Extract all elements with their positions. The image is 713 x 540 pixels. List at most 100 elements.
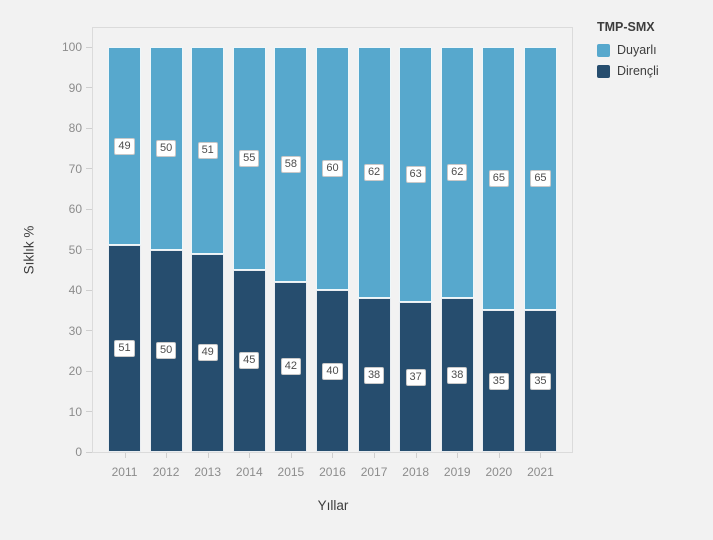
bar-segment-top: 49 bbox=[108, 47, 141, 246]
bar-segment-bottom: 42 bbox=[274, 281, 308, 452]
x-tick-mark bbox=[332, 453, 334, 458]
x-tick-mark bbox=[457, 453, 459, 458]
x-tick-label: 2011 bbox=[111, 465, 138, 479]
x-tick-label: 2021 bbox=[527, 465, 554, 479]
bar-value-label: 42 bbox=[280, 358, 301, 376]
x-tick-mark bbox=[540, 453, 542, 458]
y-tick-label: 10 bbox=[68, 404, 82, 419]
bar-value-label: 45 bbox=[239, 352, 260, 370]
legend: TMP-SMX Duyarlı Dirençli bbox=[597, 20, 659, 85]
bar-value-label: 49 bbox=[114, 137, 135, 155]
x-tick-label: 2019 bbox=[443, 465, 471, 479]
y-tick-mark bbox=[86, 46, 92, 48]
bar-segment-top: 55 bbox=[232, 47, 266, 270]
bar-segment-top: 60 bbox=[315, 47, 349, 290]
y-tick-mark bbox=[86, 87, 92, 88]
legend-item: Dirençli bbox=[597, 64, 659, 78]
plot-area: 49 51 2011 50 50 2012 51 49 2013 55 45 2014 58 42 2015… bbox=[62, 27, 573, 479]
x-tick-label: 2013 bbox=[194, 465, 222, 479]
x-tick-label: 2016 bbox=[319, 465, 346, 479]
legend-item-label: Dirençli bbox=[617, 64, 659, 78]
bar-value-label: 35 bbox=[488, 372, 509, 390]
y-tick-mark bbox=[86, 249, 92, 250]
bar-value-label: 35 bbox=[530, 372, 551, 390]
bar-column: 58 42 2015 bbox=[274, 47, 308, 479]
y-axis-title: Sıklık % bbox=[21, 225, 37, 275]
x-tick-mark bbox=[249, 453, 251, 458]
x-tick-label: 2017 bbox=[360, 465, 388, 479]
bar-value-label: 37 bbox=[405, 368, 426, 386]
bar-value-label: 58 bbox=[280, 155, 301, 173]
bar-segment-top: 58 bbox=[274, 47, 308, 282]
x-axis-title: Yıllar bbox=[317, 498, 349, 513]
bar-value-label: 38 bbox=[447, 366, 468, 384]
y-tick-label: 70 bbox=[68, 161, 82, 176]
bar-segment-bottom: 51 bbox=[108, 245, 141, 452]
x-tick-mark bbox=[166, 453, 168, 458]
bar-column: 65 35 2021 bbox=[523, 47, 557, 479]
bar-segment-bottom: 49 bbox=[191, 253, 225, 452]
bar-value-label: 65 bbox=[530, 170, 551, 188]
y-tick-label: 30 bbox=[68, 323, 82, 338]
bar-column: 51 49 2013 bbox=[191, 47, 225, 479]
x-tick-mark bbox=[415, 453, 417, 458]
y-tick-label: 60 bbox=[68, 202, 82, 216]
bar-segment-bottom: 35 bbox=[482, 310, 516, 452]
legend-title: TMP-SMX bbox=[597, 20, 655, 34]
bar-segment-top: 65 bbox=[523, 47, 557, 311]
bar-value-label: 49 bbox=[197, 344, 218, 362]
bar-column: 62 38 2017 bbox=[357, 47, 391, 479]
x-tick-label: 2012 bbox=[152, 465, 180, 479]
bar-column: 49 51 2011 bbox=[108, 47, 141, 479]
bar-segment-top: 62 bbox=[440, 47, 474, 299]
bar-value-label: 63 bbox=[405, 166, 426, 184]
bar-value-label: 62 bbox=[363, 164, 385, 182]
y-tick-label: 100 bbox=[61, 40, 82, 54]
y-tick-label: 50 bbox=[68, 242, 82, 257]
bar-segment-top: 65 bbox=[482, 47, 516, 311]
x-tick-mark bbox=[124, 453, 126, 458]
bar-value-label: 51 bbox=[114, 340, 135, 358]
x-tick-mark bbox=[374, 453, 376, 458]
bar-segment-bottom: 45 bbox=[232, 269, 266, 452]
y-tick-mark bbox=[86, 370, 92, 372]
legend-item-label: Duyarlı bbox=[617, 43, 657, 57]
y-tick-mark bbox=[86, 208, 92, 210]
bar-segment-bottom: 40 bbox=[315, 290, 349, 452]
x-tick-mark bbox=[290, 453, 292, 458]
y-tick-mark bbox=[86, 330, 92, 331]
y-tick-mark bbox=[86, 289, 92, 291]
bar-value-label: 51 bbox=[197, 141, 218, 159]
bar-segment-top: 63 bbox=[399, 47, 433, 303]
bar-segment-top: 62 bbox=[357, 47, 391, 299]
bar-value-label: 38 bbox=[363, 366, 385, 384]
y-tick-mark bbox=[86, 168, 92, 169]
x-tick-label: 2018 bbox=[402, 465, 430, 479]
bar-column: 62 38 2019 bbox=[440, 47, 474, 479]
y-tick-label: 80 bbox=[68, 121, 82, 135]
bar-value-label: 60 bbox=[322, 160, 343, 177]
legend-swatch bbox=[597, 43, 610, 57]
bar-value-label: 50 bbox=[155, 342, 177, 360]
bar-column: 63 37 2018 bbox=[399, 47, 433, 479]
bar-segment-bottom: 37 bbox=[399, 302, 433, 452]
legend-item: Duyarlı bbox=[597, 43, 659, 57]
bar-column: 55 45 2014 bbox=[232, 47, 266, 479]
x-tick-label: 2020 bbox=[485, 465, 513, 479]
bar-column: 60 40 2016 bbox=[315, 47, 349, 479]
bar-segment-top: 51 bbox=[191, 47, 225, 254]
y-tick-label: 20 bbox=[68, 364, 82, 378]
y-tick-label: 40 bbox=[68, 283, 82, 297]
legend-swatch bbox=[597, 64, 610, 78]
bars-layer: 49 51 2011 50 50 2012 51 49 2013 55 45 2014 58 42 2015… bbox=[93, 47, 572, 479]
x-tick-mark bbox=[498, 453, 500, 458]
bar-column: 65 35 2020 bbox=[482, 47, 516, 479]
y-tick-label: 0 bbox=[75, 445, 82, 459]
bar-value-label: 40 bbox=[322, 362, 343, 380]
bar-segment-bottom: 50 bbox=[149, 249, 183, 452]
x-tick-label: 2014 bbox=[235, 465, 263, 479]
bar-segment-bottom: 35 bbox=[523, 310, 557, 452]
bar-value-label: 62 bbox=[447, 164, 468, 182]
bar-segment-top: 50 bbox=[149, 47, 183, 250]
